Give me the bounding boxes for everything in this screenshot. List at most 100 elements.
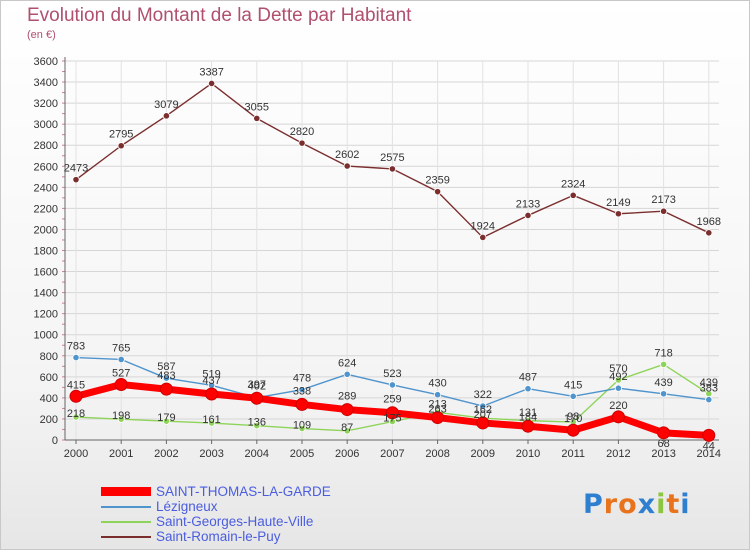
data-point-saint-thomas-la-garde: [431, 411, 445, 425]
legend-item-saint-georges-haute-ville[interactable]: Saint-Georges-Haute-Ville: [101, 514, 431, 530]
y-tick-label: 2800: [34, 140, 58, 152]
data-label-saint-georges-haute-ville: 109: [293, 420, 311, 432]
x-tick-label: 2013: [651, 448, 675, 460]
x-tick-label: 2010: [516, 448, 540, 460]
data-label-saint-thomas-la-garde: 415: [67, 379, 85, 391]
data-point-saint-romain-le-puy: [253, 114, 261, 122]
data-point-lezigneux: [162, 374, 170, 382]
legend-item-saint-thomas-la-garde[interactable]: SAINT-THOMAS-LA-GARDE: [101, 484, 431, 500]
data-point-saint-thomas-la-garde: [250, 391, 264, 405]
data-point-saint-thomas-la-garde: [340, 403, 354, 417]
y-tick-label: 400: [40, 393, 58, 405]
data-point-saint-thomas-la-garde: [114, 378, 128, 392]
data-label-saint-thomas-la-garde: 527: [112, 368, 130, 380]
data-label-saint-romain-le-puy: 2173: [651, 194, 675, 206]
legend-label-lezigneux: Lézigneux: [156, 499, 218, 514]
y-tick-label: 800: [40, 351, 58, 363]
data-point-saint-thomas-la-garde: [657, 426, 671, 440]
logo-letter: i: [680, 489, 691, 520]
x-tick-label: 2003: [199, 448, 223, 460]
y-tick-label: 600: [40, 372, 58, 384]
data-point-saint-romain-le-puy: [569, 191, 577, 199]
data-label-lezigneux: 415: [564, 379, 582, 391]
data-point-saint-georges-haute-ville: [253, 422, 261, 430]
data-point-saint-georges-haute-ville: [208, 419, 216, 427]
data-label-lezigneux: 783: [67, 341, 85, 353]
data-label-lezigneux: 587: [157, 361, 175, 373]
legend-swatch-saint-romain-le-puy: [101, 536, 151, 538]
y-tick-label: 1200: [34, 309, 58, 321]
data-point-saint-romain-le-puy: [524, 211, 532, 220]
data-point-saint-romain-le-puy: [117, 142, 125, 150]
data-label-saint-romain-le-puy: 2575: [380, 152, 404, 164]
y-tick-label: 1400: [34, 288, 58, 300]
data-point-saint-romain-le-puy: [72, 176, 80, 184]
data-label-lezigneux: 492: [609, 371, 627, 383]
legend-swatch-saint-georges-haute-ville: [101, 521, 151, 523]
legend-item-lezigneux[interactable]: Lézigneux: [101, 499, 431, 515]
y-tick-label: 1800: [34, 246, 58, 258]
data-label-lezigneux: 402: [248, 381, 266, 393]
x-tick-label: 2009: [471, 448, 495, 460]
y-tick-label: 0: [52, 435, 58, 447]
logo-letter: t: [666, 489, 681, 520]
data-label-saint-georges-haute-ville: 718: [654, 347, 672, 359]
data-label-saint-thomas-la-garde: 213: [428, 399, 446, 411]
y-tick-label: 3200: [34, 98, 58, 110]
data-label-lezigneux: 487: [519, 372, 537, 384]
y-tick-label: 2200: [34, 203, 58, 215]
data-label-saint-romain-le-puy: 3387: [199, 66, 223, 78]
data-point-lezigneux: [705, 396, 713, 404]
data-label-saint-romain-le-puy: 2795: [109, 129, 133, 141]
data-point-saint-thomas-la-garde: [159, 382, 173, 396]
y-tick-label: 1000: [34, 330, 58, 342]
data-point-saint-georges-haute-ville: [72, 413, 80, 421]
data-point-lezigneux: [614, 384, 623, 392]
data-label-saint-thomas-la-garde: 338: [293, 385, 311, 397]
data-label-saint-romain-le-puy: 3055: [245, 101, 269, 113]
data-point-saint-romain-le-puy: [705, 229, 713, 237]
data-point-lezigneux: [524, 385, 532, 393]
data-point-saint-thomas-la-garde: [566, 423, 580, 437]
data-label-saint-romain-le-puy: 3079: [154, 99, 178, 111]
data-label-saint-georges-haute-ville: 87: [341, 422, 353, 434]
x-tick-label: 2011: [561, 448, 585, 460]
legend-label-saint-thomas-la-garde: SAINT-THOMAS-LA-GARDE: [156, 484, 331, 499]
data-label-saint-georges-haute-ville: 439: [700, 377, 718, 389]
data-point-saint-thomas-la-garde: [69, 389, 83, 403]
data-label-saint-romain-le-puy: 2324: [561, 178, 585, 190]
x-tick-label: 2005: [290, 448, 314, 460]
data-label-saint-romain-le-puy: 1968: [697, 216, 721, 228]
data-label-saint-thomas-la-garde: 220: [609, 400, 627, 412]
x-tick-label: 2001: [109, 448, 133, 460]
x-tick-label: 2012: [606, 448, 630, 460]
legend-label-saint-georges-haute-ville: Saint-Georges-Haute-Ville: [156, 514, 314, 529]
logo-letter: r: [603, 489, 619, 520]
x-tick-label: 2000: [64, 448, 88, 460]
data-label-saint-georges-haute-ville: 184: [519, 412, 537, 424]
data-point-saint-georges-haute-ville: [614, 376, 623, 384]
data-point-saint-romain-le-puy: [208, 79, 216, 88]
data-point-saint-romain-le-puy: [659, 207, 668, 215]
data-point-saint-romain-le-puy: [433, 188, 442, 196]
legend-item-saint-romain-le-puy[interactable]: Saint-Romain-le-Puy: [101, 529, 431, 545]
data-label-lezigneux: 439: [654, 377, 672, 389]
data-point-saint-georges-haute-ville: [162, 417, 170, 425]
data-point-lezigneux: [117, 355, 125, 364]
data-point-lezigneux: [343, 370, 351, 378]
data-label-saint-georges-haute-ville: 198: [112, 410, 130, 422]
data-point-saint-georges-haute-ville: [298, 424, 306, 433]
data-label-saint-thomas-la-garde: 68: [657, 438, 669, 450]
data-point-saint-thomas-la-garde: [611, 410, 625, 424]
data-label-lezigneux: 519: [202, 368, 220, 380]
data-label-saint-georges-haute-ville: 218: [67, 408, 85, 420]
data-label-saint-georges-haute-ville: 170: [564, 413, 582, 425]
data-label-saint-romain-le-puy: 2359: [425, 175, 449, 187]
data-label-layer: 415 527 483 437 397 338 289 259 213 162 131 93 220 68…: [64, 66, 721, 452]
data-point-saint-georges-haute-ville: [117, 415, 125, 423]
data-label-lezigneux: 624: [338, 357, 356, 369]
y-tick-label: 2600: [34, 161, 58, 173]
data-point-saint-thomas-la-garde: [205, 387, 219, 401]
legend-swatch-lezigneux: [101, 506, 151, 508]
data-label-lezigneux: 523: [383, 368, 401, 380]
